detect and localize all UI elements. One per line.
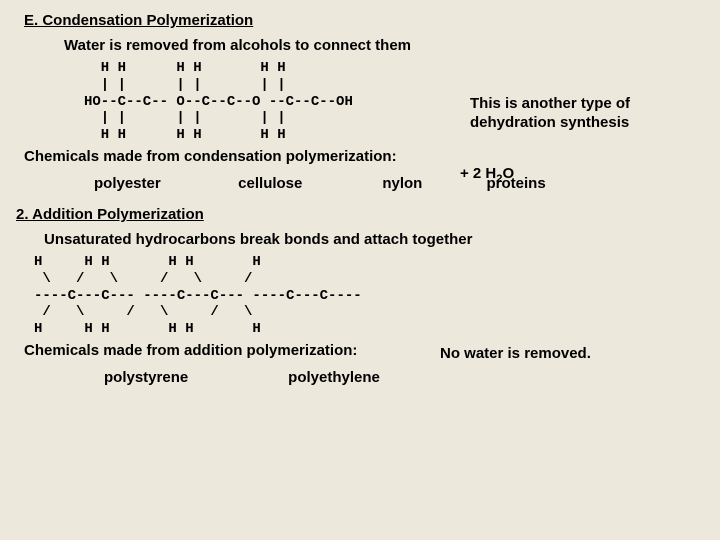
condensation-products: polyester cellulose nylon proteins (94, 175, 696, 192)
addition-products-heading: Chemicals made from addition polymerizat… (24, 342, 696, 359)
product-polyester: polyester (94, 175, 234, 192)
section-e-title: E. Condensation Polymerization (24, 12, 696, 29)
product-polyethylene: polyethylene (288, 369, 380, 386)
section-2-subheading: Unsaturated hydrocarbons break bonds and… (44, 231, 696, 248)
no-water-note: No water is removed. (440, 345, 591, 362)
condensation-products-heading: Chemicals made from condensation polymer… (24, 148, 696, 165)
water-tail: O (503, 165, 515, 182)
addition-diagram: H H H H H H \ / \ / \ / ----C---C--- ---… (34, 254, 696, 338)
section-2-title: 2. Addition Polymerization (16, 206, 696, 223)
addition-products: polystyrene polyethylene (104, 369, 696, 386)
section-e-subheading: Water is removed from alcohols to connec… (64, 37, 696, 54)
water-produced: + 2 H2O (460, 165, 514, 185)
water-prefix: + 2 H (460, 165, 496, 182)
product-cellulose: cellulose (238, 175, 378, 192)
product-polystyrene: polystyrene (104, 369, 284, 386)
dehydration-note: This is another type of dehydration synt… (470, 95, 630, 133)
